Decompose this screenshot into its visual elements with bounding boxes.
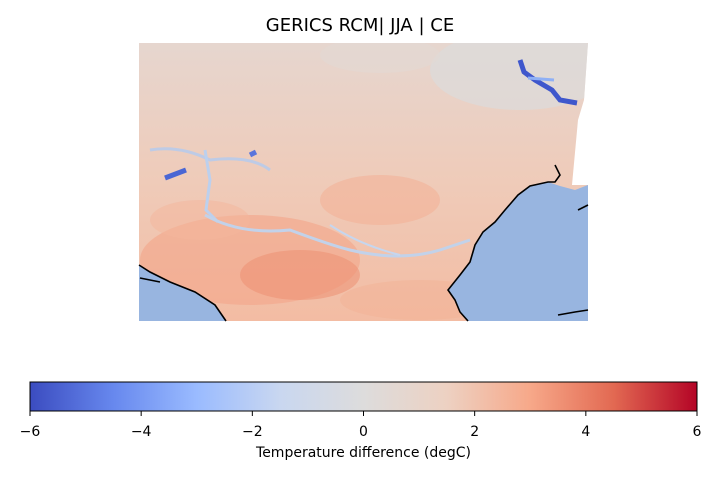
colorbar-tick-label: −6: [19, 424, 41, 440]
colorbar-tick-label: 2: [470, 424, 480, 440]
colorbar-tick-label: 6: [692, 424, 702, 440]
colorbar-tick-label: −2: [242, 424, 263, 440]
coastline-east: [447, 164, 589, 322]
colorbar-tick-label: −4: [130, 424, 152, 440]
colorbar-tick-label: 0: [359, 424, 368, 440]
colorbar-label: Temperature difference (degC): [256, 445, 471, 461]
colorbar-tick-label: 4: [581, 424, 591, 440]
map-title: GERICS RCM| JJA | CE: [265, 15, 455, 36]
colorbar-gradient: [29, 381, 698, 412]
coastline-west: [138, 264, 227, 322]
